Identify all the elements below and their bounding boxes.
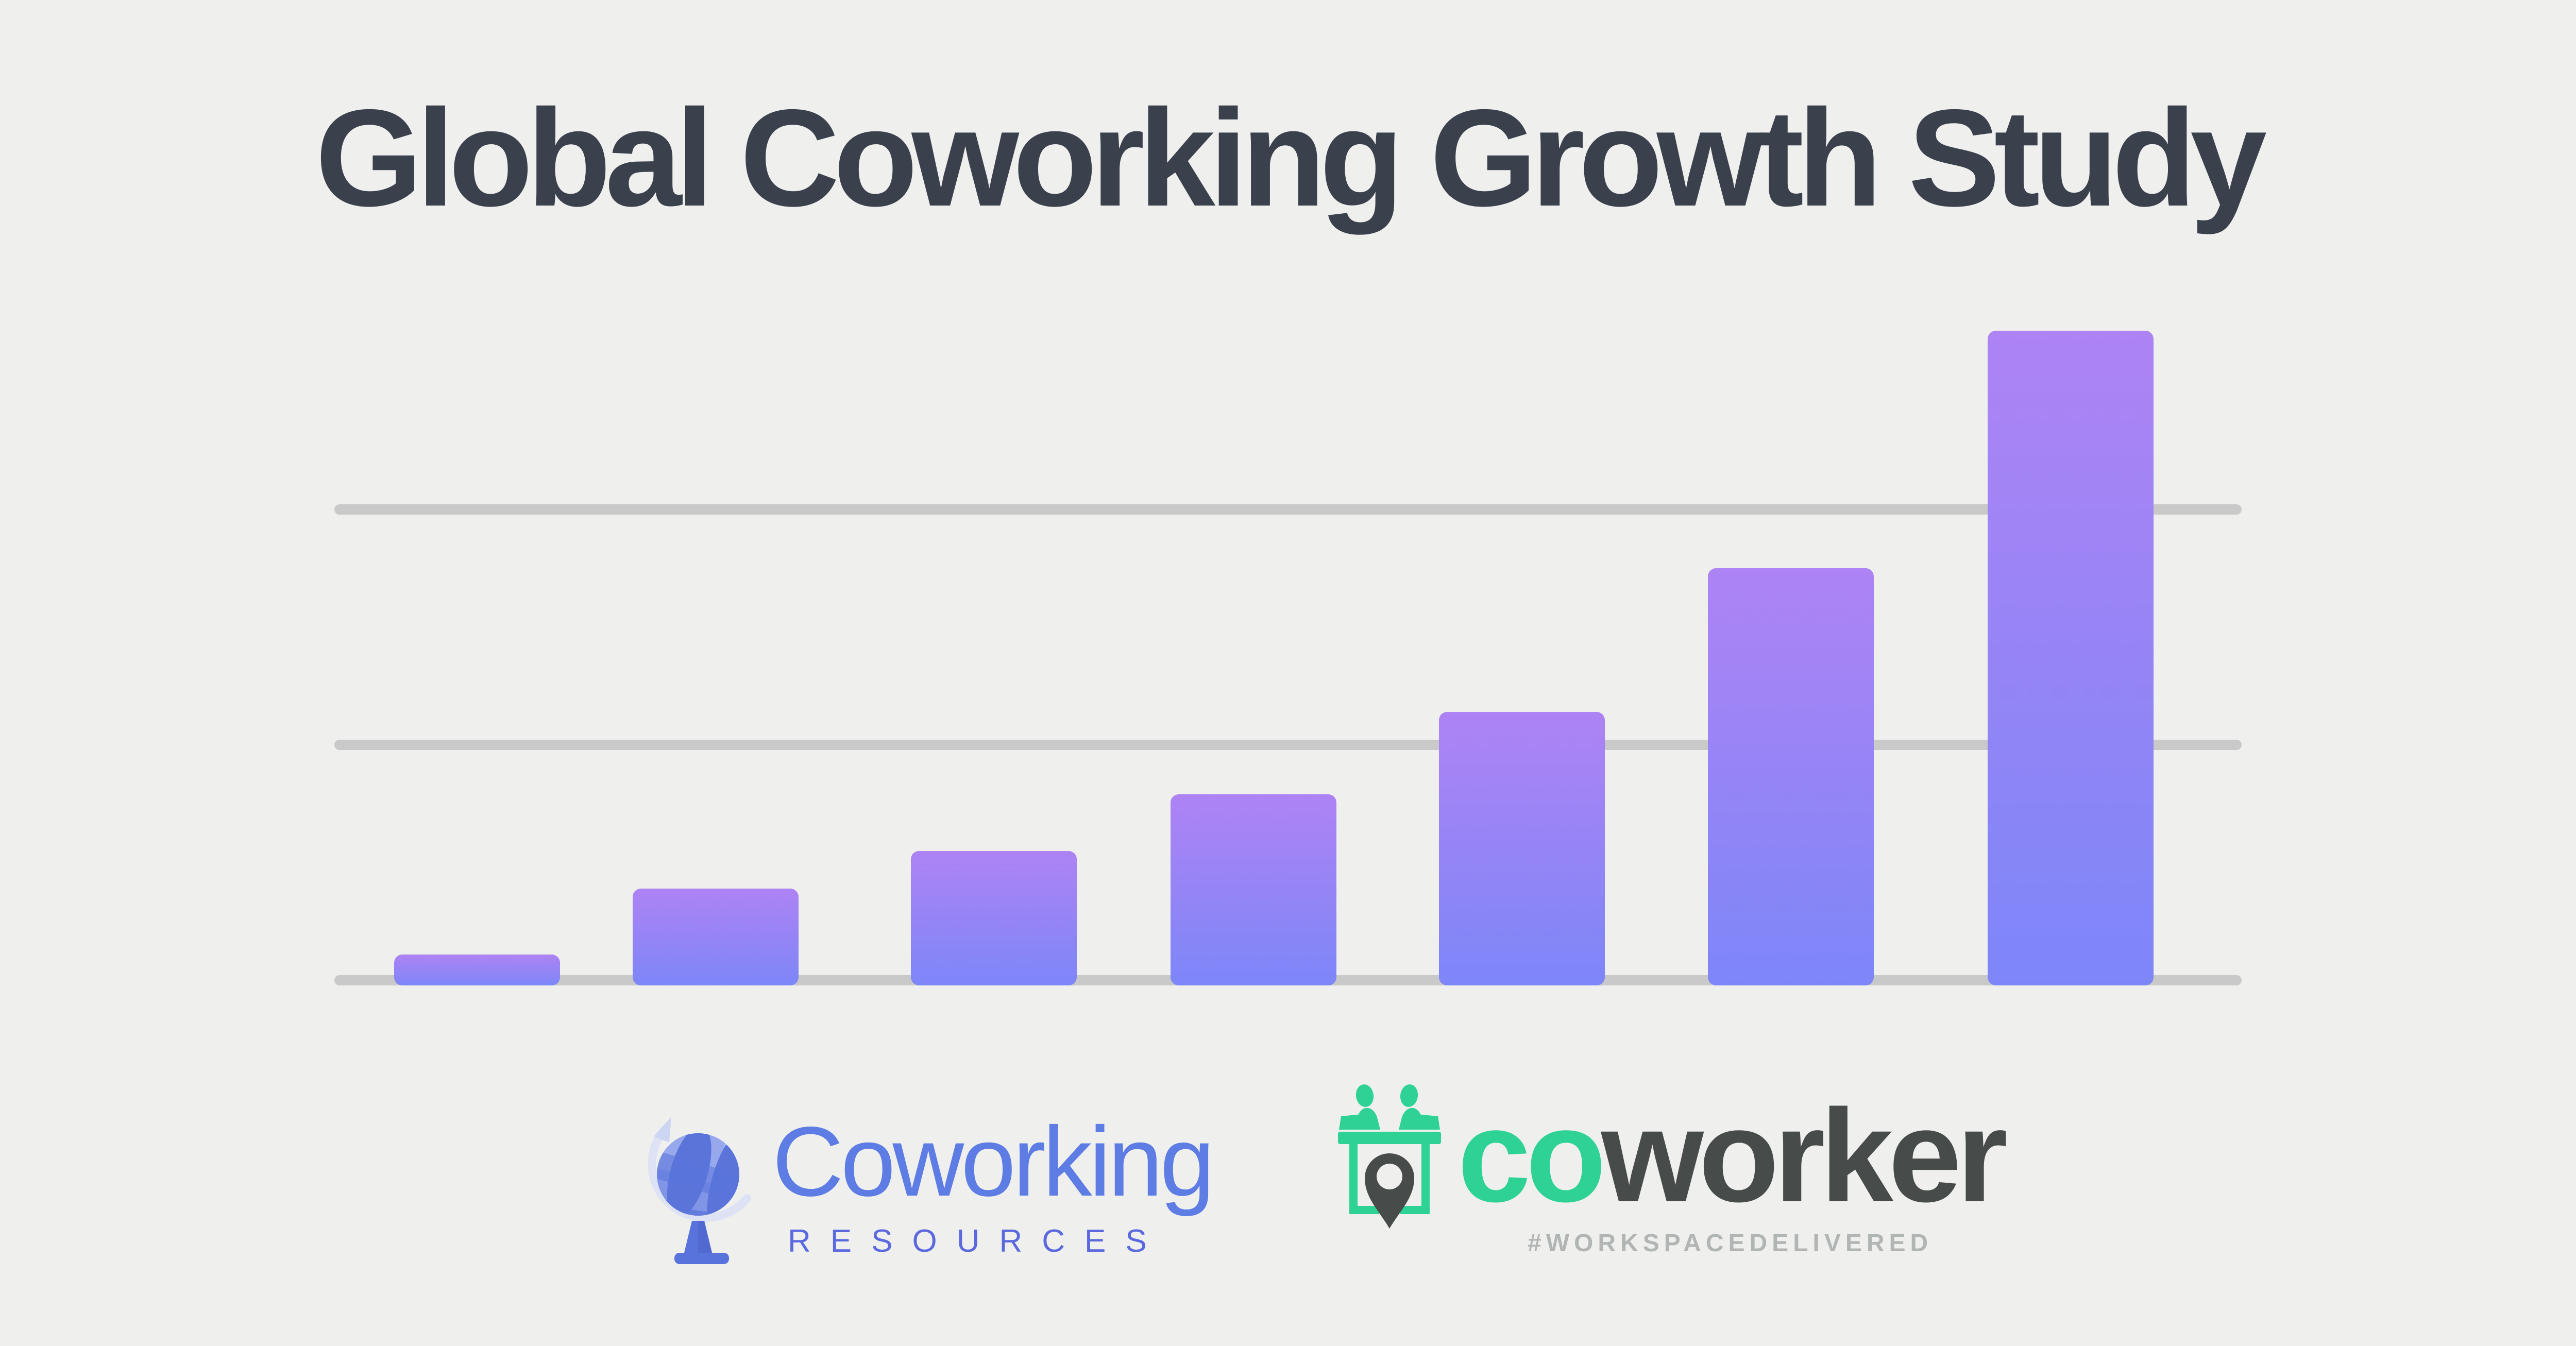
coworking-resources-logo: Coworking RESOURCES — [637, 1102, 1215, 1267]
bar — [1171, 794, 1336, 985]
coworker-wordmark: coworker — [1458, 1090, 2008, 1222]
bar — [394, 954, 560, 985]
bar — [911, 850, 1077, 985]
workspace-delivered-tagline: #WORKSPACEDELIVERED — [1528, 1230, 1933, 1257]
coworker-wordmark-co: co — [1458, 1082, 1606, 1230]
coworking-desk-pin-icon — [1338, 1084, 1441, 1229]
bar — [1988, 330, 2154, 985]
bar — [633, 888, 799, 985]
gridline — [334, 740, 2242, 750]
chart-title: Global Coworking Growth Study — [315, 80, 2267, 235]
bar — [1439, 712, 1605, 985]
gridline — [334, 504, 2242, 515]
coworker-wordmark-worker: worker — [1601, 1082, 2008, 1230]
coworking-wordmark: Coworking — [772, 1106, 1215, 1217]
coworker-logo: coworker #WORKSPACEDELIVERED — [1338, 1077, 2008, 1257]
desk-globe-icon — [647, 1117, 751, 1264]
resources-wordmark: RESOURCES — [788, 1223, 1166, 1259]
bar — [1708, 568, 1874, 985]
